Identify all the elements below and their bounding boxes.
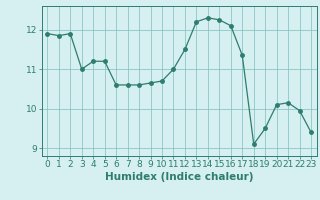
- X-axis label: Humidex (Indice chaleur): Humidex (Indice chaleur): [105, 172, 253, 182]
